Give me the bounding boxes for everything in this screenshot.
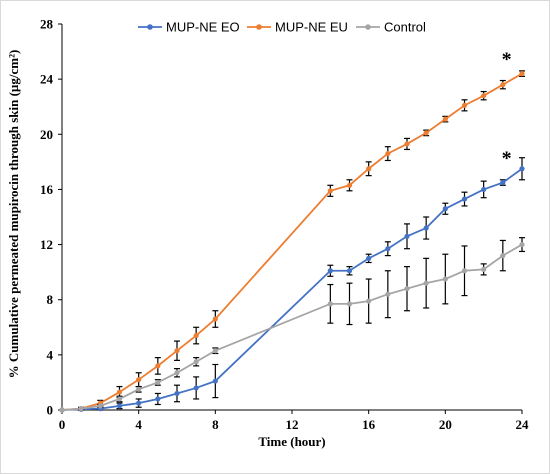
data-point <box>404 286 410 292</box>
y-tick-label: 16 <box>40 182 54 197</box>
x-tick-label: 0 <box>59 417 66 432</box>
x-tick-label: 16 <box>362 417 376 432</box>
series-line <box>61 243 523 411</box>
data-point <box>404 141 410 147</box>
series-line <box>61 168 523 411</box>
data-point <box>212 378 218 384</box>
data-point <box>212 348 218 354</box>
data-point <box>136 400 142 406</box>
data-point <box>385 150 391 157</box>
data-point <box>116 403 123 409</box>
data-point <box>481 186 487 193</box>
data-point <box>385 246 391 252</box>
series-mup-ne-eo <box>59 157 525 413</box>
data-point <box>404 233 410 239</box>
data-point <box>174 390 180 397</box>
data-point <box>461 268 468 274</box>
y-tick-label: 28 <box>40 17 54 32</box>
legend-swatch-marker <box>256 24 262 30</box>
data-point <box>155 363 161 369</box>
data-point <box>136 377 142 383</box>
data-point <box>366 298 372 304</box>
data-point <box>500 82 506 88</box>
data-point <box>327 301 333 307</box>
data-point <box>461 196 468 202</box>
data-point <box>212 316 218 322</box>
x-tick-label: 24 <box>516 417 530 432</box>
y-tick-label: 8 <box>47 292 54 307</box>
data-point <box>442 116 448 122</box>
data-point <box>423 225 429 231</box>
data-point <box>442 276 448 282</box>
data-point <box>193 385 199 391</box>
legend-item: MUP-NE EU <box>247 20 348 35</box>
data-point <box>59 407 65 413</box>
data-point <box>97 403 103 409</box>
legend-swatch-marker <box>147 24 153 30</box>
data-point <box>366 166 372 172</box>
series-mup-ne-eu <box>59 70 525 413</box>
data-point <box>136 386 142 392</box>
data-point <box>500 253 506 259</box>
data-point <box>346 182 353 188</box>
x-tick-label: 12 <box>286 417 299 432</box>
legend-label: MUP-NE EU <box>275 20 348 35</box>
data-point <box>346 301 353 307</box>
data-point <box>519 166 525 172</box>
series-layer <box>59 70 525 413</box>
legend-item: MUP-NE EO <box>138 20 240 35</box>
x-tick-label: 8 <box>212 417 219 432</box>
y-tick-label: 24 <box>40 72 54 87</box>
legend-label: MUP-NE EO <box>166 20 240 35</box>
data-point <box>442 206 448 212</box>
data-point <box>423 130 429 136</box>
data-point <box>461 102 468 108</box>
data-point <box>116 389 123 395</box>
legend: MUP-NE EO MUP-NE EU Control <box>138 20 426 35</box>
y-tick-label: 20 <box>40 127 53 142</box>
data-point <box>481 266 487 272</box>
legend-label: Control <box>384 20 426 35</box>
data-point <box>155 396 161 402</box>
axes: 0 4 8 12 16 20 24 28 0 4 8 12 16 20 24 <box>40 17 529 433</box>
data-point <box>346 268 353 274</box>
data-point <box>500 179 506 186</box>
data-point <box>174 370 180 376</box>
data-point <box>78 406 84 412</box>
x-axis-title: Time (hour) <box>258 434 325 449</box>
annotation-layer: ** <box>502 48 512 169</box>
legend-swatch-marker <box>365 24 371 30</box>
y-tick-label: 12 <box>40 237 53 252</box>
significance-marker: * <box>502 148 512 170</box>
data-point <box>193 332 199 339</box>
data-point <box>327 188 333 194</box>
significance-marker: * <box>502 48 512 70</box>
data-point <box>481 93 487 99</box>
data-point <box>366 255 372 261</box>
data-point <box>193 359 199 365</box>
legend-item: Control <box>356 20 426 35</box>
data-point <box>423 280 429 286</box>
data-point <box>327 268 333 274</box>
y-tick-label: 0 <box>47 403 54 418</box>
data-point <box>155 379 161 386</box>
series-control <box>59 237 525 413</box>
series-line <box>61 72 523 411</box>
data-point <box>116 396 123 402</box>
data-point <box>519 71 525 77</box>
y-tick-label: 4 <box>47 347 54 362</box>
y-axis-title: % Cumulative permeated mupirocin through… <box>6 50 21 379</box>
data-point <box>385 291 391 297</box>
data-point <box>174 348 180 354</box>
x-tick-label: 4 <box>135 417 142 432</box>
x-tick-label: 20 <box>439 417 452 432</box>
data-point <box>519 241 525 248</box>
